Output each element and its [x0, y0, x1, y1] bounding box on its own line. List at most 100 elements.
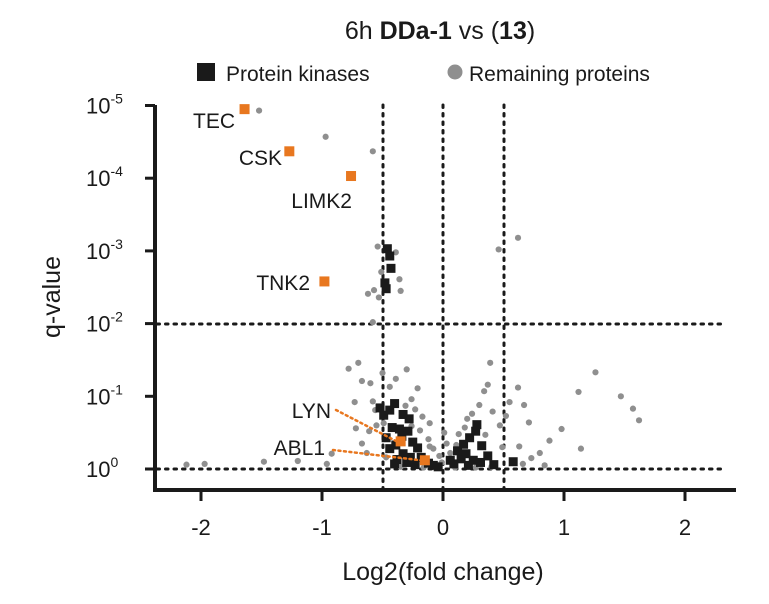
other-protein-point — [403, 366, 410, 373]
other-protein-point — [516, 443, 523, 450]
kinase-point — [385, 405, 395, 415]
other-protein-point — [425, 436, 432, 443]
other-protein-point — [496, 422, 503, 429]
other-protein-point — [414, 385, 421, 392]
kinase-point — [453, 446, 463, 456]
kinase-point — [379, 410, 389, 420]
y-tick-label: 10-5 — [86, 91, 123, 119]
other-protein-point — [392, 375, 399, 382]
other-protein-point — [408, 396, 415, 403]
y-axis-ticks: 10-5 10-4 10-3 10-2 10-1 100 — [86, 91, 155, 482]
kinase-point — [375, 403, 385, 413]
other-protein-point — [443, 440, 450, 447]
kinase-point — [471, 426, 481, 436]
other-protein-point — [419, 413, 426, 420]
other-protein-point — [441, 429, 448, 436]
other-protein-point — [358, 377, 366, 385]
x-axis-label: Log2(fold change) — [342, 558, 544, 586]
other-protein-point — [396, 276, 403, 283]
other-protein-point — [323, 460, 330, 468]
legend-kinase-label: Protein kinases — [226, 63, 370, 86]
other-protein-point — [484, 381, 491, 388]
kinase-point — [390, 459, 400, 469]
highlighted-kinase-point-limk2 — [346, 171, 357, 182]
other-protein-point — [514, 234, 522, 241]
other-protein-point — [375, 294, 382, 301]
other-protein-point — [358, 440, 366, 447]
leader-line-abl1 — [331, 448, 423, 462]
other-protein-point — [370, 287, 378, 294]
kinase-point — [402, 457, 412, 467]
kinase-point — [408, 437, 418, 447]
other-protein-point — [402, 402, 409, 409]
kinase-point — [405, 452, 415, 462]
legend-kinase-marker — [197, 63, 215, 81]
other-protein-point — [379, 369, 386, 377]
other-protein-point — [355, 359, 362, 366]
kinase-point — [433, 462, 443, 472]
kinase-point — [382, 244, 392, 254]
other-protein-point — [487, 359, 494, 366]
other-protein-point — [635, 417, 643, 424]
kinase-point — [386, 263, 396, 273]
other-protein-point — [489, 408, 496, 415]
kinase-point — [398, 409, 408, 419]
x-tick-label: -2 — [191, 515, 211, 540]
x-tick-label: -1 — [312, 515, 332, 540]
kinase-point — [476, 457, 486, 467]
legend: Protein kinases Remaining proteins — [197, 63, 650, 86]
kinase-point — [381, 284, 391, 294]
legend-other-marker — [447, 64, 463, 80]
y-tick-label: 10-3 — [86, 236, 123, 264]
other-protein-point — [294, 457, 301, 465]
kinase-point — [477, 441, 487, 451]
kinase-point — [387, 423, 397, 433]
other-protein-point — [629, 405, 637, 412]
y-tick-label: 10-1 — [86, 381, 123, 409]
other-protein-point — [260, 458, 268, 465]
other-protein-point — [592, 369, 599, 376]
other-protein-point — [322, 133, 329, 140]
other-protein-point — [499, 444, 506, 451]
x-tick-label: 2 — [679, 515, 691, 540]
kinase-point — [390, 399, 400, 409]
kinase-point — [398, 449, 408, 459]
kinase-point — [385, 444, 395, 454]
other-protein-point — [520, 401, 528, 409]
title-prefix: 6h — [345, 17, 380, 45]
other-protein-point — [366, 428, 373, 435]
other-protein-point — [528, 454, 535, 462]
x-tick-label: 1 — [558, 515, 570, 540]
other-protein-point — [328, 450, 335, 457]
kinase-point — [403, 426, 413, 436]
title-middle: vs ( — [452, 17, 500, 45]
kinase-point — [380, 278, 390, 288]
chart-title: 6h DDa-1 vs (13) — [345, 17, 535, 45]
highlighted-kinase-point-lyn — [395, 436, 406, 447]
kinase-point — [404, 414, 414, 424]
highlighted-kinase-point-abl1 — [419, 455, 430, 466]
other-protein-point — [536, 449, 543, 457]
y-tick-label: 10-4 — [86, 163, 123, 191]
kinase-label-lyn: LYN — [292, 400, 331, 423]
title-compound: DDa-1 — [380, 17, 452, 45]
other-protein-point — [464, 415, 471, 422]
other-protein-point — [426, 420, 433, 427]
other-protein-point — [506, 399, 513, 406]
kinase-label-abl1: ABL1 — [274, 437, 325, 460]
other-protein-point — [369, 148, 376, 155]
x-tick-label: 0 — [437, 515, 449, 540]
kinase-point — [445, 455, 455, 465]
other-protein-point — [617, 393, 624, 400]
other-protein-point — [352, 425, 359, 432]
kinase-label-tec: TEC — [193, 110, 235, 133]
other-protein-point — [468, 410, 476, 417]
other-protein-point — [577, 445, 585, 452]
other-protein-point — [476, 401, 483, 409]
title-suffix: ) — [527, 17, 535, 45]
kinase-point — [410, 460, 420, 470]
other-protein-point — [519, 460, 526, 468]
other-protein-point — [351, 399, 358, 406]
kinase-point — [428, 460, 438, 470]
highlighted-kinase-point-tec — [239, 104, 250, 115]
